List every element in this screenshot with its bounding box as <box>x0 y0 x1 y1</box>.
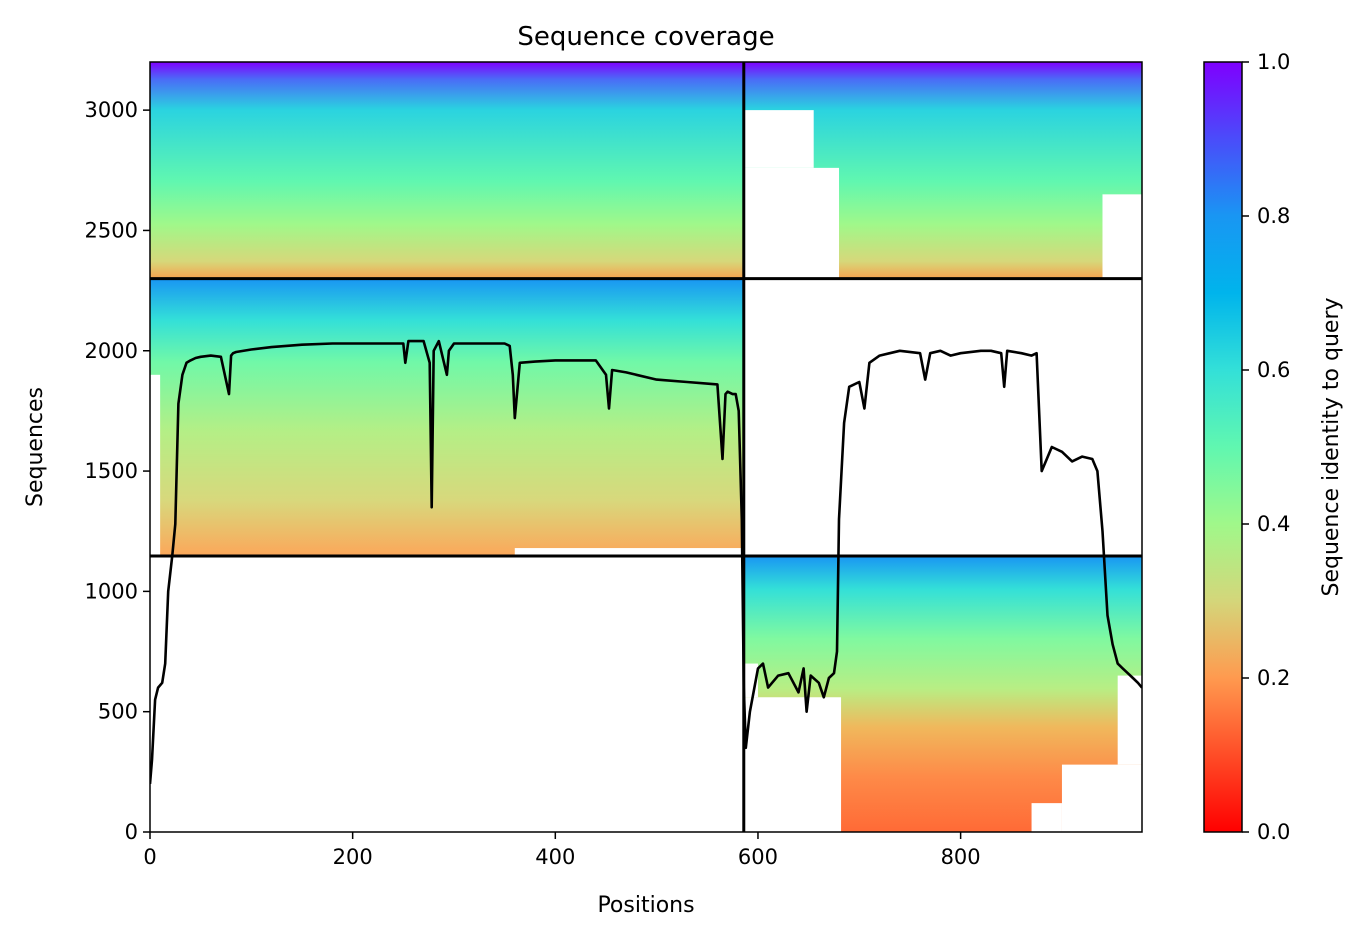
y-tick-label: 2000 <box>85 339 138 363</box>
coverage-gap-8 <box>1061 764 1142 832</box>
coverage-gap-1 <box>743 167 840 279</box>
colorbar-tick-label: 1.0 <box>1257 50 1290 74</box>
x-tick-label: 0 <box>143 845 156 869</box>
x-axis: 0 200 400 600 800 <box>143 832 981 869</box>
colorbar-gradient <box>1203 61 1243 833</box>
y-tick-label: 0 <box>125 820 138 844</box>
colorbar-tick-label: 0.6 <box>1257 358 1290 382</box>
colorbar-tick-label: 0.8 <box>1257 204 1290 228</box>
colorbar-tick-label: 0.4 <box>1257 512 1290 536</box>
colorbar-label: Sequence identity to query <box>1319 297 1344 596</box>
x-tick-label: 800 <box>941 845 981 869</box>
x-tick-label: 600 <box>738 845 778 869</box>
x-tick-label: 200 <box>333 845 373 869</box>
y-tick-label: 500 <box>98 700 138 724</box>
heatmap-blocks <box>150 62 1142 832</box>
plot-frame <box>149 61 1143 833</box>
y-tick-label: 3000 <box>85 98 138 122</box>
plot-area <box>150 62 1142 832</box>
y-axis-title: Sequences <box>23 387 48 507</box>
coverage-gap-2 <box>743 110 814 168</box>
heatmap-block-3 <box>150 278 744 557</box>
chart-title: Sequence coverage <box>517 22 774 52</box>
y-tick-label: 2500 <box>85 218 138 242</box>
coverage-gap-9 <box>1031 803 1062 832</box>
colorbar: 0.0 0.2 0.4 0.6 0.8 1.0 Sequence identity to … <box>1203 50 1344 844</box>
x-axis-title: Positions <box>597 893 694 918</box>
colorbar-tick-label: 0.0 <box>1257 820 1290 844</box>
heatmap-gaps <box>150 110 1142 832</box>
colorbar-tick-label: 0.2 <box>1257 666 1290 690</box>
x-tick-label: 400 <box>535 845 575 869</box>
coverage-gap-5 <box>514 548 744 557</box>
heatmap-block-1 <box>150 62 744 279</box>
coverage-line <box>150 339 1142 785</box>
y-axis: 0 500 1000 1500 2000 2500 3000 <box>85 98 150 844</box>
coverage-gap-10 <box>1117 675 1142 765</box>
y-tick-label: 1000 <box>85 579 138 603</box>
coverage-gap-6 <box>743 697 842 832</box>
colorbar-ticks: 0.0 0.2 0.4 0.6 0.8 1.0 <box>1242 50 1290 844</box>
coverage-gap-3 <box>1102 194 1142 279</box>
coverage-gap-4 <box>150 374 161 557</box>
y-tick-label: 1500 <box>85 459 138 483</box>
